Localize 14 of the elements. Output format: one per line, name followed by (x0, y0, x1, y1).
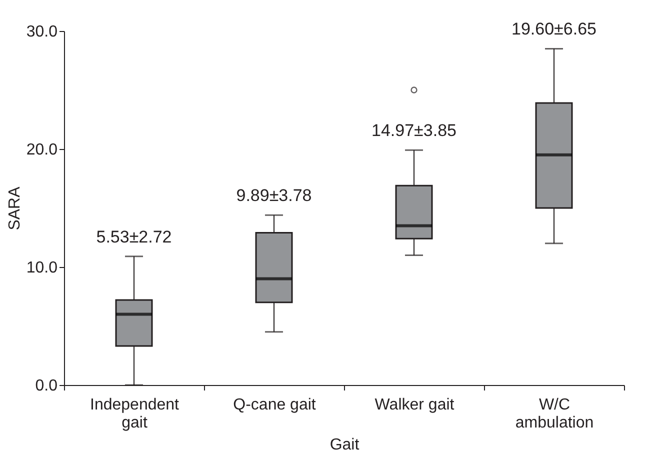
x-tick-label: Q-cane gait (233, 396, 316, 414)
x-tick-label: W/C ambulation (515, 396, 594, 432)
y-tick-label: 10.0 (26, 260, 58, 276)
annotation: 5.53±2.72 (96, 227, 172, 246)
y-tick-label: 30.0 (26, 24, 58, 40)
y-tick-label: 0.0 (35, 378, 58, 394)
annotation: 14.97±3.85 (372, 121, 456, 140)
annotation: 19.60±6.65 (512, 20, 596, 39)
annotation: 9.89±3.78 (236, 186, 312, 206)
y-tick-label: 20.0 (26, 142, 58, 158)
x-tick-label: Independent gait (90, 396, 180, 432)
y-axis-title: SARA (6, 186, 24, 230)
x-tick-label: Walker gait (374, 396, 455, 414)
x-axis-title: Gait (330, 436, 360, 454)
